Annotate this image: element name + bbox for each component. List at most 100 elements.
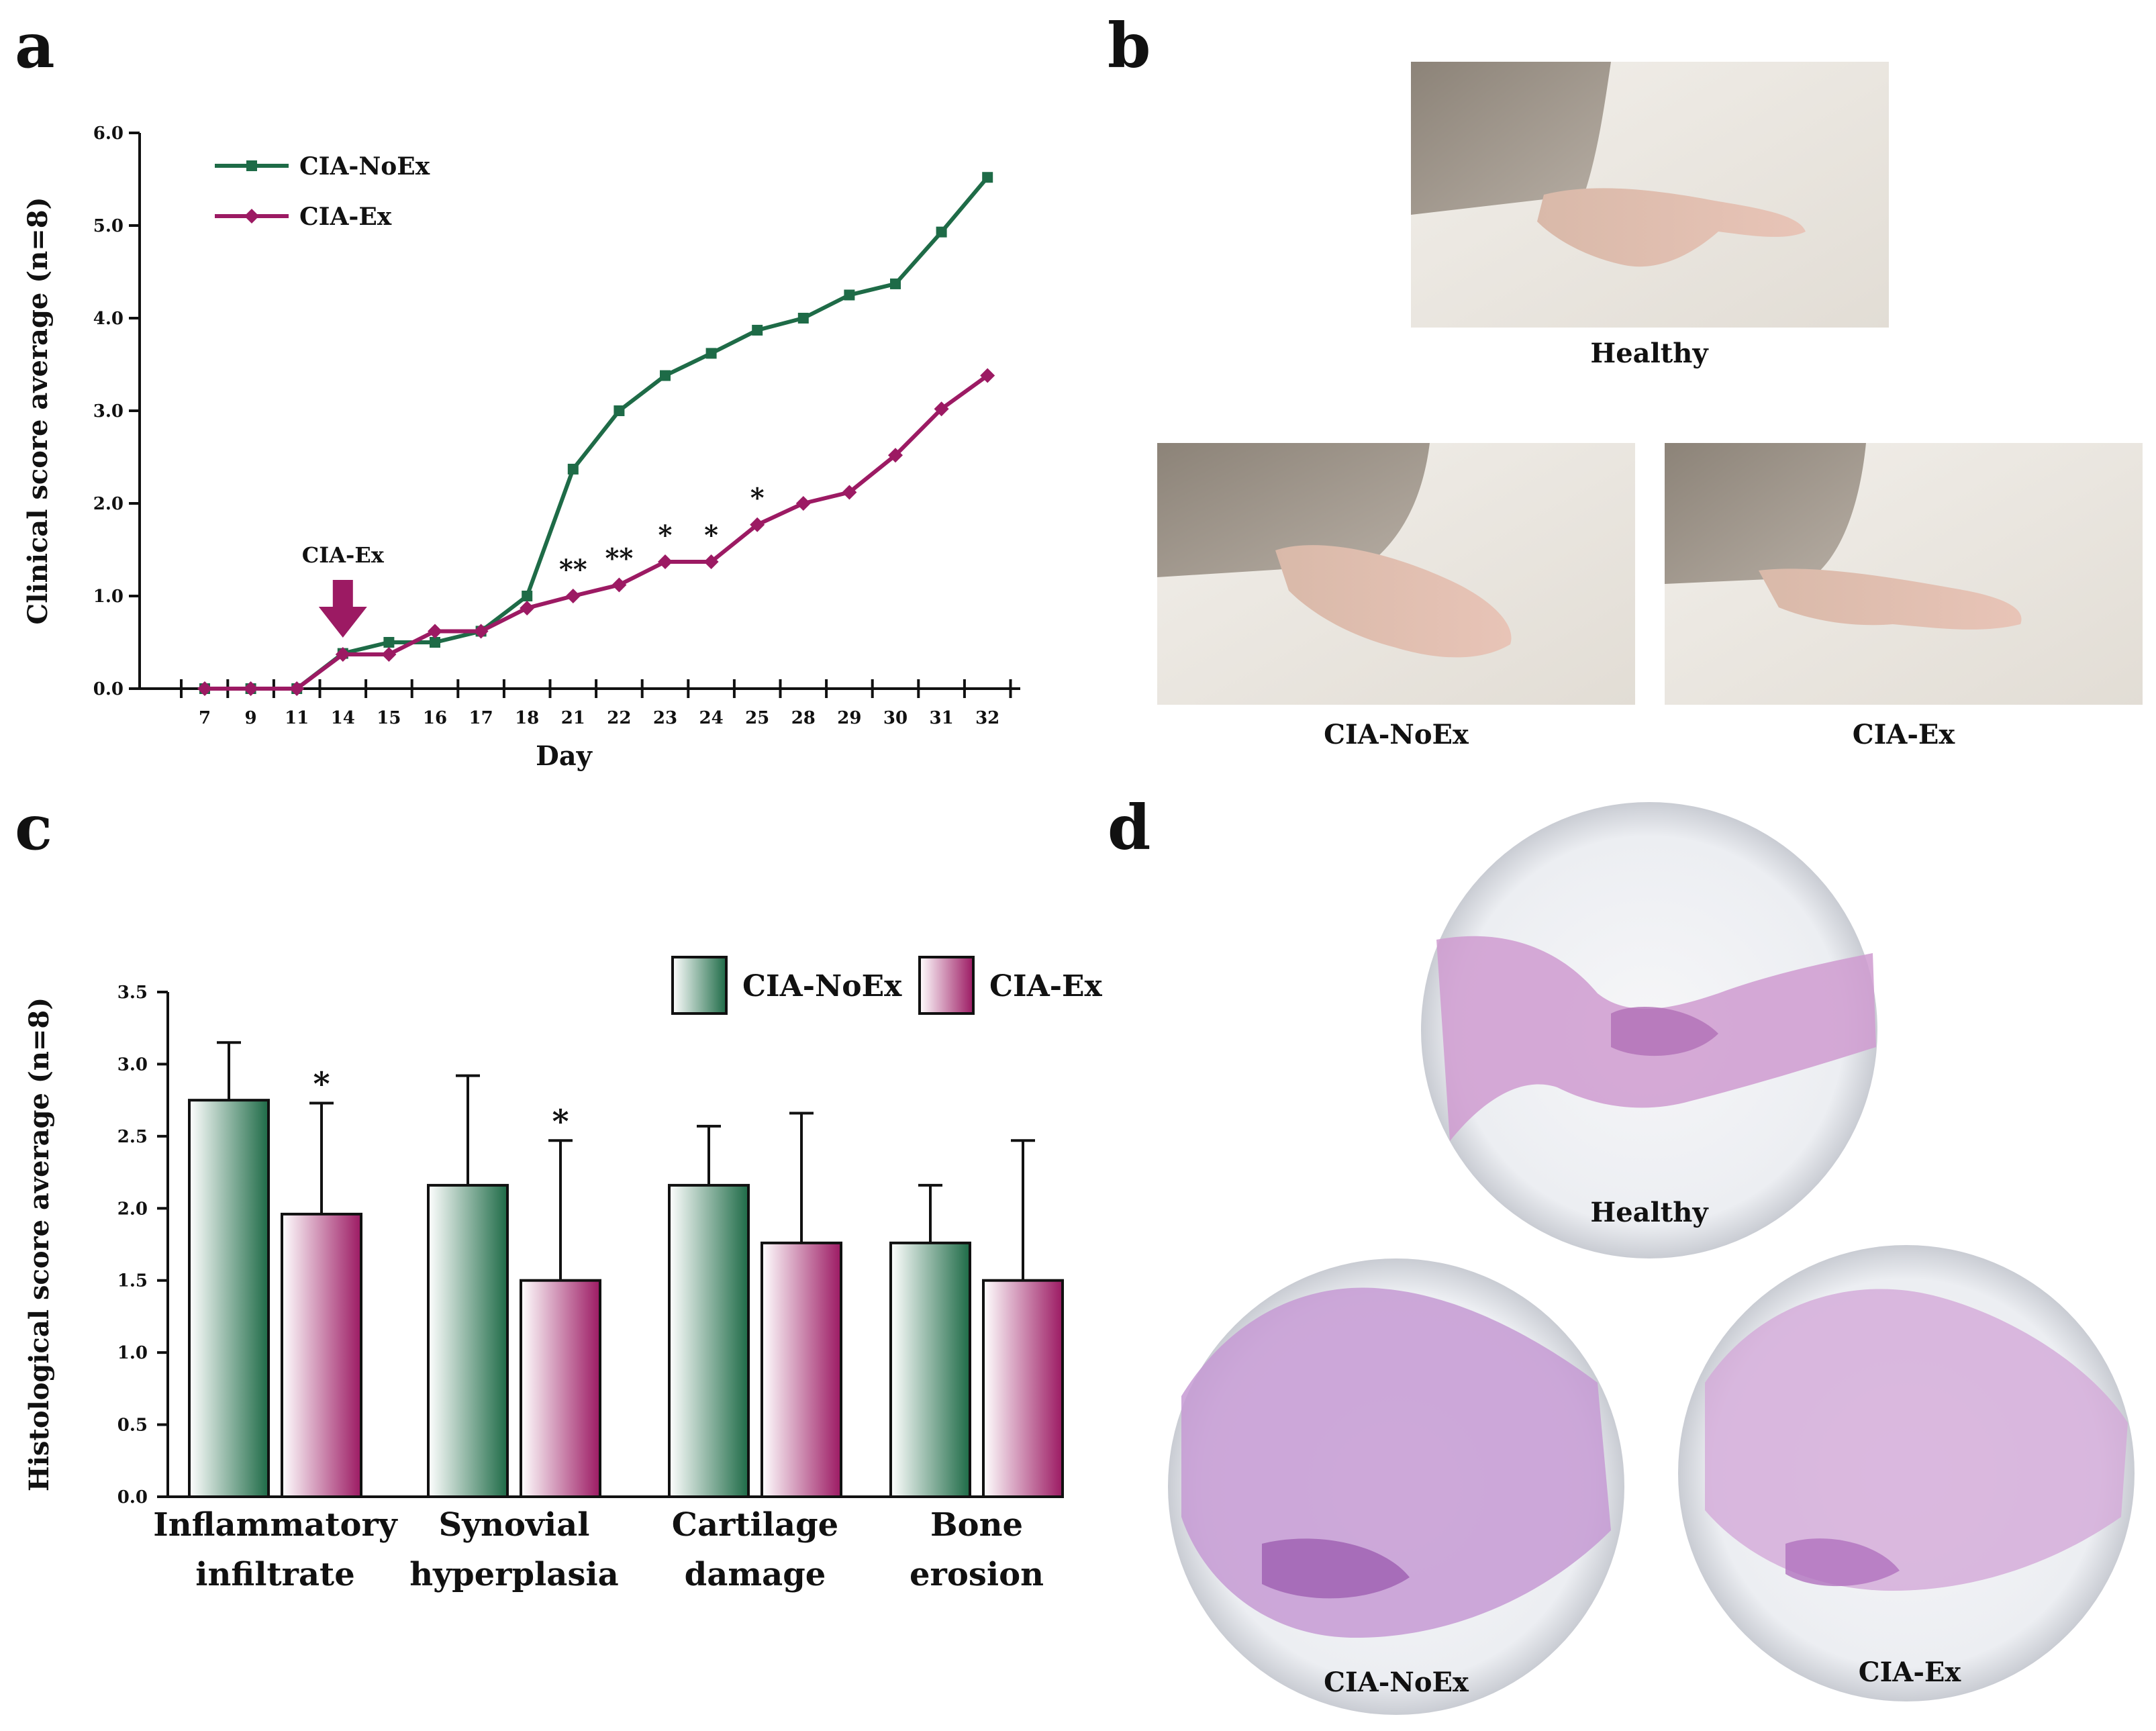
data-point-cia-ex	[289, 681, 305, 696]
y-tick-label: 5.0	[93, 216, 124, 236]
category-label: Cartilage	[672, 1506, 838, 1544]
x-tick-label: 11	[285, 708, 309, 728]
tissue-section	[1705, 1289, 2128, 1591]
x-tick-label: 18	[515, 708, 539, 728]
data-point-cia-ex	[842, 485, 857, 500]
category-label: Inflammatory	[153, 1506, 399, 1544]
bone-section	[1611, 1007, 1718, 1056]
x-axis-ticks: 7 9 11 14 15 16 17 18 21 22 23 24 25 28 29 30 31 32	[180, 679, 1012, 728]
significance-star: **	[605, 542, 633, 574]
bar-cia-ex	[520, 1279, 601, 1498]
y-tick-label: 3.0	[117, 1054, 148, 1075]
data-point-cia-ex	[750, 517, 765, 532]
y-tick-label: 3.0	[93, 401, 124, 422]
data-point-cia-noex	[936, 226, 947, 238]
data-point-cia-ex	[795, 496, 811, 511]
bone-section	[1785, 1538, 1900, 1587]
legend-marker	[244, 209, 259, 224]
data-point-cia-noex	[752, 324, 763, 336]
data-point-cia-ex	[658, 554, 673, 569]
data-point-cia-ex	[703, 554, 719, 569]
data-point-cia-ex	[381, 646, 397, 662]
photo-caption-noex: CIA-NoEx	[1324, 719, 1469, 750]
paw-shape	[1759, 568, 2022, 630]
data-point-cia-ex	[335, 646, 350, 662]
fur-shape	[1157, 443, 1430, 577]
micrograph-caption-ex: CIA-Ex	[1859, 1656, 1962, 1688]
data-point-cia-noex	[567, 463, 579, 475]
paw-photo-noex	[1157, 443, 1635, 705]
series-line-cia-ex	[205, 374, 989, 691]
data-point-cia-noex	[890, 278, 901, 289]
x-axis-title: Day	[536, 740, 593, 772]
bar-cia-ex	[982, 1279, 1064, 1498]
y-tick-label: 3.5	[117, 983, 148, 1003]
micrograph-caption-healthy: Healthy	[1590, 1197, 1709, 1228]
data-point-cia-noex	[522, 591, 533, 601]
treatment-start-arrow: CIA-Ex	[302, 542, 385, 638]
x-tick-label: 9	[245, 708, 257, 728]
y-tick-label: 1.0	[117, 1343, 148, 1363]
significance-star: **	[559, 554, 587, 585]
x-tick-label: 24	[699, 708, 724, 728]
data-point-cia-noex	[383, 637, 395, 648]
y-tick-label: 0.0	[117, 1487, 148, 1507]
photo-caption-ex: CIA-Ex	[1853, 719, 1956, 750]
x-tick-label: 32	[975, 708, 999, 728]
fur-shape	[1665, 443, 1866, 584]
data-point-cia-ex	[565, 589, 581, 603]
x-tick-label: 28	[791, 708, 816, 728]
y-axis-ticks: 0.0 0.5 1.0 1.5 2.0 2.5 3.0 3.5	[117, 983, 168, 1507]
data-point-cia-noex	[844, 289, 855, 301]
bar-cia-noex	[188, 1099, 270, 1498]
x-tick-label: 17	[469, 708, 493, 728]
significance-star: *	[704, 520, 718, 551]
bone-section	[1262, 1538, 1410, 1599]
data-point-cia-ex	[934, 401, 949, 417]
data-point-cia-ex	[980, 368, 995, 383]
bar-cia-noex	[668, 1183, 750, 1498]
x-tick-label: 21	[561, 708, 585, 728]
significance-markers: ** *** **	[559, 483, 765, 585]
panel-letter-c: c	[15, 791, 52, 864]
significance-star: *	[313, 1065, 330, 1103]
panel-letter-a: a	[15, 9, 55, 82]
x-tick-label: 15	[377, 708, 401, 728]
y-tick-label: 2.5	[117, 1127, 148, 1147]
y-tick-label: 4.0	[93, 309, 124, 329]
series-line-cia-noex	[205, 176, 989, 691]
data-point-cia-noex	[797, 313, 809, 324]
paw-photo-ex	[1665, 443, 2143, 705]
y-tick-label: 2.0	[93, 494, 124, 514]
paw-shape	[1275, 545, 1512, 658]
legend-label: CIA-Ex	[299, 203, 392, 231]
legend-marker	[246, 160, 257, 171]
category-label: Bone	[930, 1506, 1023, 1544]
panel-letter-b: b	[1108, 9, 1150, 82]
data-point-cia-ex	[473, 624, 489, 639]
x-tick-label: 14	[331, 708, 355, 728]
y-tick-label: 1.5	[117, 1271, 148, 1291]
significance-star: *	[658, 520, 673, 551]
y-tick-label: 6.0	[93, 123, 124, 144]
data-point-cia-noex	[982, 172, 993, 183]
legend-swatch	[671, 956, 728, 1015]
data-point-cia-ex	[520, 600, 535, 615]
category-label: infiltrate	[195, 1556, 355, 1593]
y-axis-title: Clinical score average (n=8)	[22, 197, 54, 624]
category-labels: Inflammatory infiltrate Synovial hyperplasi…	[153, 1506, 1044, 1593]
y-axis-title: Histological score average (n=8)	[23, 997, 55, 1491]
legend-swatch	[918, 956, 975, 1015]
y-tick-label: 0.0	[93, 679, 124, 699]
category-label: Synovial	[439, 1506, 590, 1544]
y-axis-ticks: 0.0 1.0 2.0 3.0 4.0 5.0 6.0	[93, 123, 140, 699]
clinical-score-line-chart: 0.0 1.0 2.0 3.0 4.0 5.0 6.0 7 9 11 14 15 16 17 18 21 22…	[22, 123, 1020, 772]
fur-shape	[1411, 62, 1611, 215]
panel-letter-d: d	[1108, 791, 1150, 864]
legend-label: CIA-Ex	[989, 969, 1103, 1003]
micrograph-caption-noex: CIA-NoEx	[1324, 1667, 1469, 1698]
photo-caption-healthy: Healthy	[1590, 338, 1709, 369]
micrograph-healthy	[1421, 802, 1877, 1258]
x-tick-label: 16	[423, 708, 447, 728]
